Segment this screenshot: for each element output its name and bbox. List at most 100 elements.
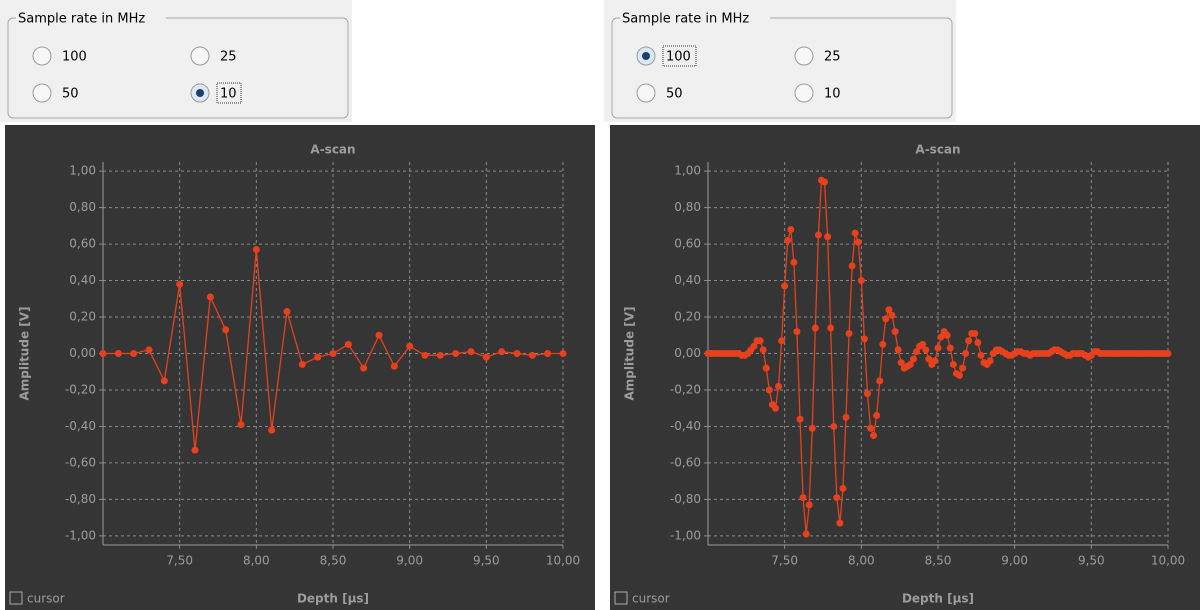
data-point: [222, 326, 230, 334]
data-point: [925, 355, 933, 363]
data-point: [467, 348, 475, 356]
chart-title: A-scan: [310, 143, 355, 157]
radio-circle[interactable]: [636, 83, 656, 103]
x-tick-label: 9,00: [1001, 554, 1028, 568]
data-point: [949, 360, 957, 368]
data-point: [145, 346, 153, 354]
radio-label[interactable]: 100: [62, 50, 87, 65]
radio-label[interactable]: 25: [824, 50, 841, 65]
data-point: [1164, 350, 1172, 357]
radio-dot: [642, 52, 650, 60]
x-tick-label: 8,50: [320, 554, 347, 568]
data-point: [891, 328, 899, 336]
data-point: [99, 350, 107, 357]
data-point: [796, 415, 804, 423]
data-point: [784, 236, 792, 244]
data-point: [775, 382, 783, 390]
cursor-label[interactable]: cursor: [27, 592, 65, 606]
data-point: [436, 351, 444, 359]
data-point: [482, 353, 490, 361]
data-point: [833, 494, 841, 502]
y-tick-label: 0,80: [674, 200, 701, 214]
data-point: [867, 424, 875, 432]
radio-circle[interactable]: [190, 46, 210, 66]
group-title-bg: [16, 10, 166, 26]
radio-option[interactable]: 25: [190, 46, 237, 66]
radio-option[interactable]: 10: [794, 83, 841, 103]
y-tick-label: -0,60: [65, 455, 96, 469]
data-point: [974, 339, 982, 347]
data-point: [114, 350, 122, 357]
y-tick-label: 0,00: [674, 346, 701, 360]
data-point: [888, 311, 896, 319]
data-point: [765, 386, 773, 394]
x-tick-label: 9,50: [473, 554, 500, 568]
data-point: [799, 494, 807, 502]
radio-option[interactable]: 25: [794, 46, 841, 66]
x-tick-label: 9,00: [396, 554, 423, 568]
data-point: [906, 360, 914, 368]
data-point: [793, 328, 801, 336]
data-point: [873, 412, 881, 420]
data-point: [406, 342, 414, 350]
radio-label[interactable]: 10: [824, 87, 841, 102]
radio-label[interactable]: 50: [666, 87, 683, 102]
data-point: [934, 344, 942, 352]
cursor-label[interactable]: cursor: [632, 592, 670, 606]
data-point: [498, 348, 506, 356]
y-axis-label: Amplitude [V]: [18, 306, 32, 400]
data-point: [922, 346, 930, 354]
data-point: [528, 351, 536, 359]
data-point: [848, 262, 856, 270]
radio-option[interactable]: 100: [636, 45, 697, 67]
data-point: [860, 335, 868, 343]
data-point: [842, 413, 850, 421]
data-point: [836, 519, 844, 527]
data-point: [909, 355, 917, 363]
x-tick-label: 8,00: [243, 554, 270, 568]
radio-option[interactable]: 50: [32, 83, 79, 103]
data-point: [176, 280, 184, 288]
data-point: [959, 364, 967, 372]
radio-circle[interactable]: [794, 46, 814, 66]
data-point: [962, 350, 970, 357]
radio-circle[interactable]: [794, 83, 814, 103]
radio-circle[interactable]: [32, 46, 52, 66]
x-axis-label: Depth [µs]: [297, 592, 369, 606]
data-point: [206, 293, 214, 301]
radio-option[interactable]: 100: [32, 46, 87, 66]
data-point: [750, 342, 758, 350]
data-point: [130, 350, 138, 357]
data-point: [268, 426, 276, 434]
cursor-checkbox[interactable]: [9, 591, 23, 605]
cursor-checkbox[interactable]: [614, 591, 628, 605]
radio-label[interactable]: 25: [220, 50, 237, 65]
data-point: [894, 346, 902, 354]
focus-rect: [662, 45, 697, 67]
radio-label[interactable]: 10: [220, 87, 237, 102]
group-title-bg: [620, 10, 770, 26]
data-point: [913, 348, 921, 356]
data-point: [876, 377, 884, 385]
y-tick-label: 0,00: [69, 346, 96, 360]
radio-option[interactable]: 10: [190, 82, 242, 104]
radio-option[interactable]: 50: [636, 83, 683, 103]
data-point: [919, 340, 927, 348]
x-tick-label: 7,50: [771, 554, 798, 568]
data-point: [283, 308, 291, 316]
data-point: [946, 344, 954, 352]
y-tick-label: -0,80: [670, 492, 701, 506]
y-axis-label: Amplitude [V]: [623, 306, 637, 400]
data-point: [811, 324, 819, 332]
data-point: [513, 350, 521, 357]
radio-circle[interactable]: [32, 83, 52, 103]
data-point: [329, 350, 337, 357]
data-point: [965, 337, 973, 345]
data-point: [879, 340, 887, 348]
data-point: [544, 350, 552, 357]
radio-label[interactable]: 50: [62, 87, 79, 102]
group-title: Sample rate in MHz: [622, 12, 749, 27]
radio-label[interactable]: 100: [666, 50, 691, 65]
data-point: [897, 359, 905, 367]
x-tick-label: 8,50: [925, 554, 952, 568]
